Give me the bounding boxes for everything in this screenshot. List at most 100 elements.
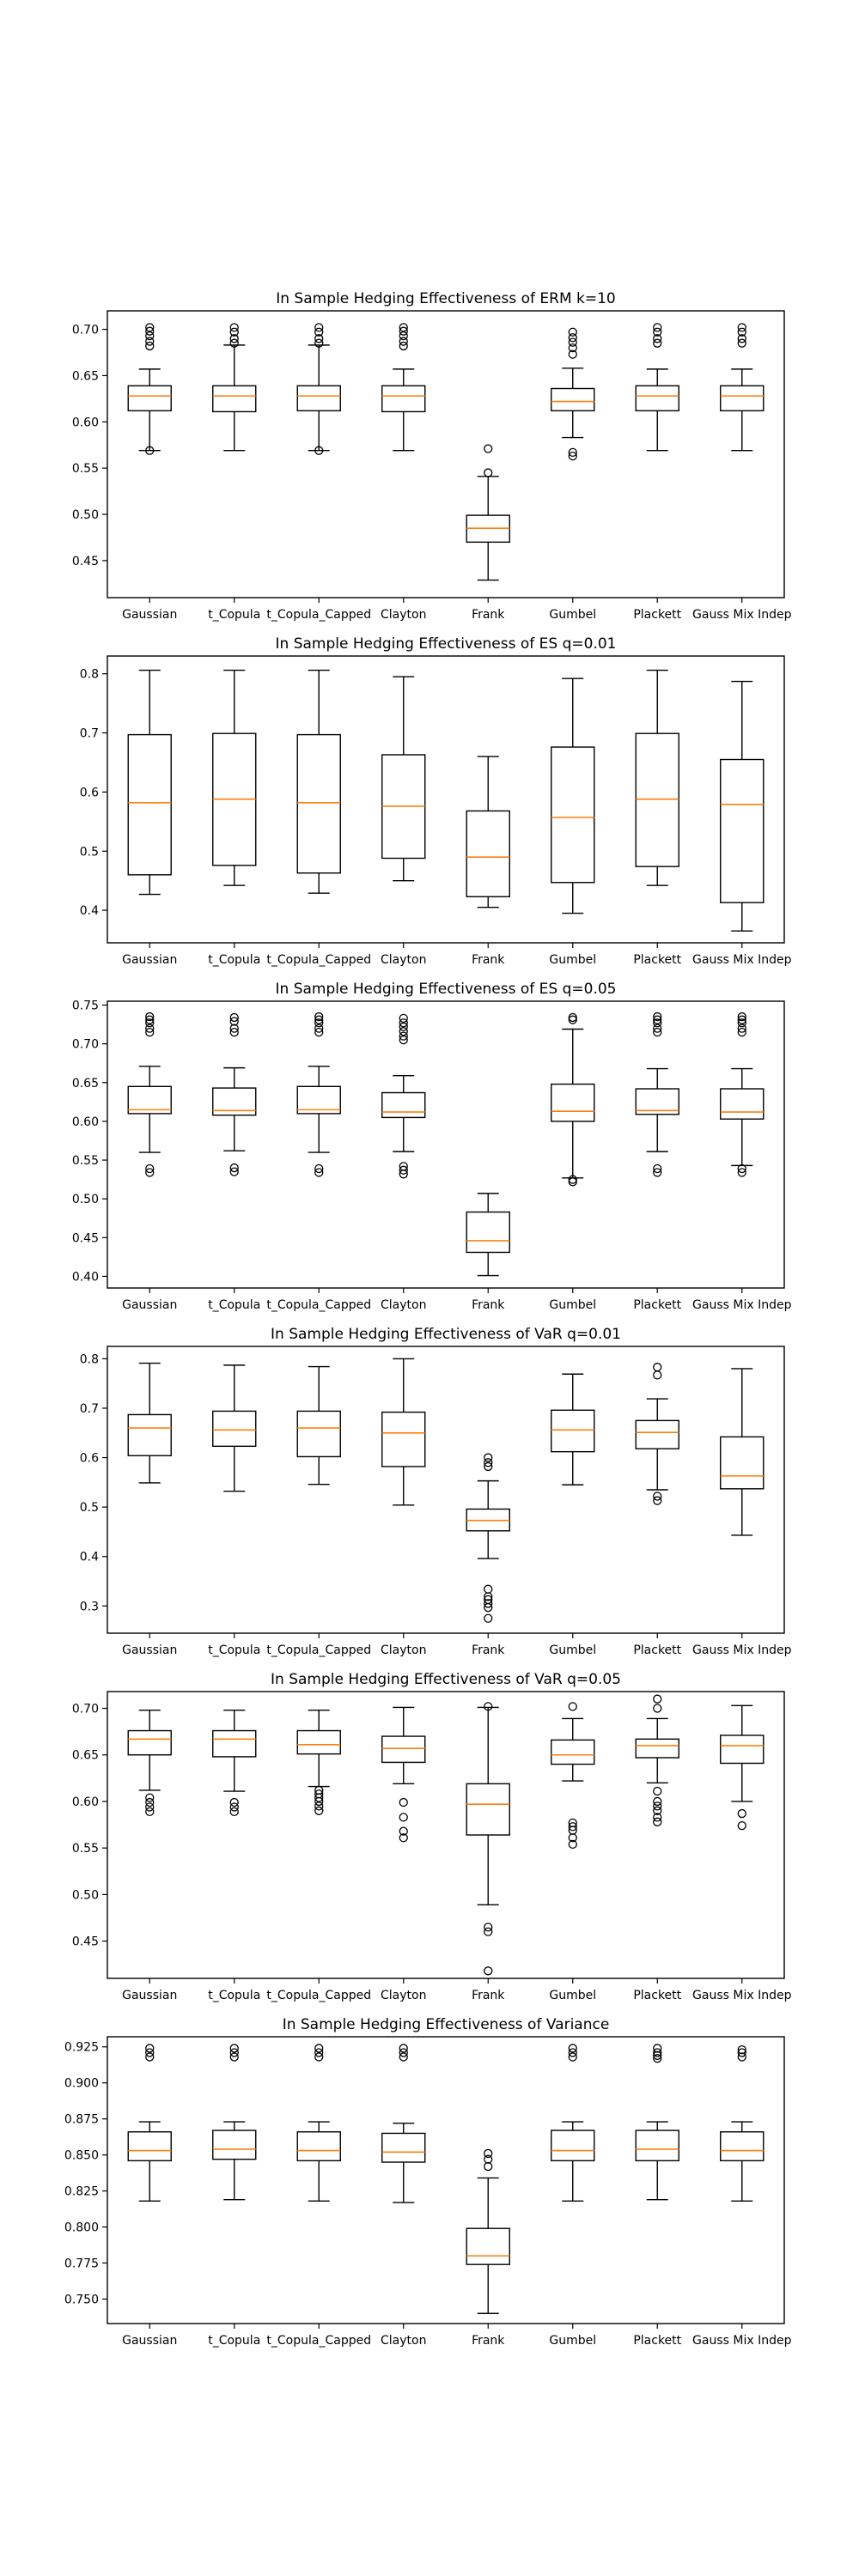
- x-tick-label: Clayton: [381, 953, 426, 967]
- flier-point: [399, 326, 408, 336]
- box-group: [635, 1012, 679, 1177]
- flier-point: [568, 337, 577, 347]
- box-group: [381, 2044, 426, 2203]
- flier-point: [399, 341, 408, 351]
- y-tick-label: 0.60: [72, 1795, 99, 1809]
- flier-point: [653, 323, 662, 332]
- flier-point: [145, 323, 155, 332]
- x-tick-label: Plackett: [633, 1298, 681, 1312]
- flier-point: [399, 1165, 408, 1175]
- flier-point: [568, 1822, 577, 1832]
- flier-point: [653, 1796, 662, 1807]
- flier-point: [653, 2044, 662, 2053]
- flier-point: [653, 1704, 662, 1713]
- box-rect: [551, 746, 595, 884]
- x-tick-label: Clayton: [381, 2334, 426, 2348]
- flier-point: [229, 334, 239, 343]
- flier-point: [229, 1024, 239, 1033]
- x-tick-label: Gaussian: [122, 2334, 177, 2348]
- y-tick-label: 0.800: [64, 2221, 99, 2235]
- flier-point: [653, 1370, 662, 1380]
- x-tick-label: Frank: [472, 1298, 505, 1312]
- flier-point: [399, 2048, 408, 2057]
- flier-point: [653, 1694, 662, 1704]
- flier-point: [484, 2148, 493, 2159]
- x-tick-label: t_Copula: [208, 1989, 260, 2002]
- flier-point: [653, 1168, 662, 1177]
- x-tick-label: t_Copula: [208, 1298, 260, 1312]
- flier-point: [568, 327, 577, 337]
- flier-point: [229, 2052, 239, 2062]
- box-group: [127, 323, 172, 455]
- flier-point: [568, 2044, 577, 2053]
- flier-point: [229, 1027, 239, 1037]
- flier-point: [737, 323, 746, 332]
- flier-point: [653, 1817, 662, 1826]
- flier-point: [653, 338, 662, 348]
- flier-point: [145, 1018, 155, 1028]
- flier-point: [229, 1802, 239, 1812]
- y-tick-label: 0.40: [72, 1270, 99, 1284]
- box-rect: [551, 1083, 595, 1122]
- flier-point: [568, 1177, 577, 1187]
- flier-point: [145, 2052, 155, 2062]
- box-group: [466, 756, 510, 908]
- flier-point: [568, 1839, 577, 1849]
- x-tick-label: Gumbel: [549, 953, 596, 967]
- box-rect: [127, 385, 172, 412]
- flier-point: [399, 323, 408, 332]
- box-rect: [381, 1411, 426, 1467]
- axes-frame: [107, 2036, 785, 2324]
- flier-point: [568, 452, 577, 461]
- chart-panel: In Sample Hedging Effectiveness of ERM k…: [72, 290, 792, 622]
- flier-point: [568, 1015, 577, 1024]
- box-group: [381, 676, 426, 882]
- flier-point: [737, 1027, 746, 1037]
- box-group: [551, 1012, 595, 1187]
- flier-point: [229, 2048, 239, 2057]
- flier-point: [484, 1613, 493, 1623]
- chart-title: In Sample Hedging Effectiveness of VaR q…: [271, 1671, 621, 1688]
- x-tick-label: Plackett: [633, 608, 681, 622]
- flier-point: [314, 2048, 324, 2057]
- flier-point: [314, 2044, 324, 2053]
- x-tick-label: Gumbel: [549, 1643, 596, 1657]
- flier-point: [568, 333, 577, 343]
- y-tick-label: 0.750: [64, 2293, 99, 2306]
- x-tick-label: Clayton: [381, 1643, 426, 1657]
- x-tick-label: Frank: [472, 1643, 505, 1657]
- y-tick-label: 0.7: [80, 727, 99, 741]
- x-tick-label: Gaussian: [122, 1989, 177, 2002]
- flier-point: [145, 1793, 155, 1802]
- box-group: [296, 323, 341, 455]
- flier-point: [653, 1012, 662, 1022]
- box-group: [212, 1364, 257, 1492]
- box-rect: [296, 2131, 341, 2162]
- flier-point: [484, 1599, 493, 1608]
- x-tick-label: Frank: [472, 953, 505, 967]
- box-group: [720, 680, 765, 932]
- x-tick-label: Clayton: [381, 1298, 426, 1312]
- flier-point: [484, 1927, 493, 1936]
- flier-point: [399, 1813, 408, 1822]
- flier-point: [314, 1012, 324, 1022]
- flier-point: [229, 1012, 239, 1023]
- box-group: [466, 1453, 510, 1623]
- flier-point: [484, 444, 493, 453]
- box-rect: [635, 1419, 679, 1449]
- box-rect: [127, 2131, 172, 2162]
- box-group: [551, 1373, 595, 1485]
- x-tick-label: t_Copula: [208, 608, 260, 622]
- box-group: [635, 323, 679, 452]
- chart-panel: In Sample Hedging Effectiveness of VaR q…: [72, 1671, 792, 2002]
- chart-title: In Sample Hedging Effectiveness of ERM k…: [276, 290, 616, 307]
- axes-frame: [107, 1000, 785, 1289]
- y-tick-label: 0.850: [64, 2149, 99, 2163]
- box-group: [381, 1706, 426, 1843]
- flier-point: [484, 2154, 493, 2164]
- x-tick-label: Gaussian: [122, 953, 177, 967]
- y-tick-label: 0.775: [64, 2257, 99, 2271]
- box-rect: [551, 387, 595, 412]
- box-group: [296, 1012, 341, 1177]
- flier-point: [399, 1035, 408, 1045]
